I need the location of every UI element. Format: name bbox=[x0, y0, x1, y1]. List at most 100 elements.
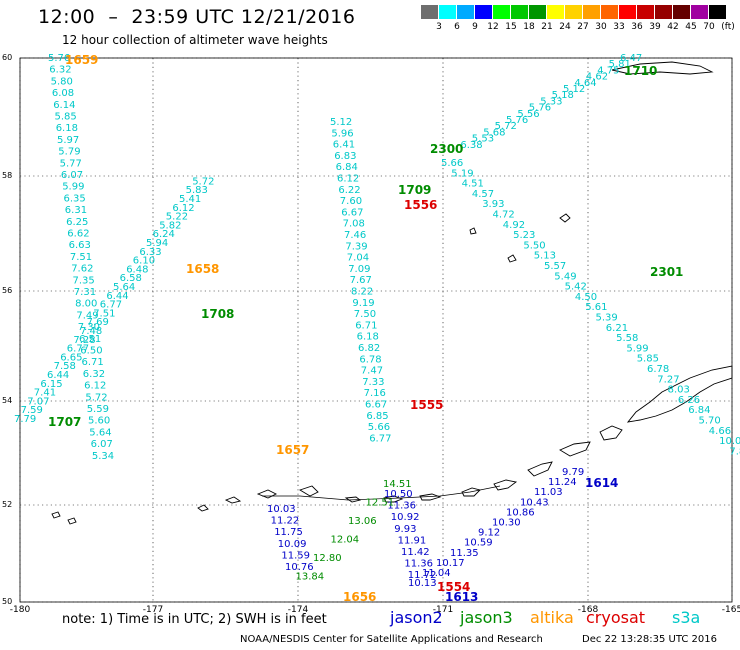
wave-height-value: 5.76 bbox=[529, 103, 551, 114]
wave-height-value: 7.50 bbox=[354, 309, 376, 320]
color-swatch bbox=[601, 5, 618, 19]
wave-height-value: 11.72 bbox=[408, 570, 437, 581]
wave-height-value: 6.18 bbox=[56, 123, 78, 134]
wave-height-value: 5.53 bbox=[472, 134, 494, 145]
pass-time-label: 1614 bbox=[585, 476, 618, 490]
wave-height-value: 5.66 bbox=[368, 422, 390, 433]
wave-height-value: 3.93 bbox=[482, 199, 504, 210]
color-scale-label: 36 bbox=[631, 22, 643, 32]
wave-height-value: 11.35 bbox=[450, 548, 479, 559]
wave-height-value: 6.63 bbox=[69, 240, 91, 251]
wave-height-value: 10.59 bbox=[464, 538, 493, 549]
land-outline bbox=[626, 365, 733, 423]
wave-height-value: 10.13 bbox=[408, 578, 437, 589]
wave-height-value: 7.49 bbox=[76, 310, 98, 321]
wave-height-value: 6.77 bbox=[369, 433, 391, 444]
land-outline bbox=[256, 489, 278, 499]
wave-height-value: 7.33 bbox=[362, 377, 384, 388]
wave-height-value: 5.18 bbox=[552, 90, 574, 101]
wave-height-value: 4.50 bbox=[575, 292, 597, 303]
color-scale-label: 3 bbox=[436, 22, 442, 32]
wave-height-value: 7.58 bbox=[54, 361, 76, 372]
source-credit: NOAA/NESDIS Center for Satellite Applica… bbox=[240, 634, 543, 645]
wave-height-value: 9.12 bbox=[478, 528, 500, 539]
wave-height-value: 5.72 bbox=[192, 176, 214, 187]
coastline-land bbox=[51, 61, 733, 525]
wave-height-value: 7.48 bbox=[80, 326, 102, 337]
wave-height-value: 6.47 bbox=[620, 53, 642, 64]
color-swatch bbox=[619, 5, 636, 19]
wave-height-value: 7.07 bbox=[27, 396, 49, 407]
wave-height-value: 7.08 bbox=[343, 219, 365, 230]
wave-height-value: 5.85 bbox=[637, 354, 659, 365]
wave-height-value: 5.81 bbox=[609, 59, 631, 70]
wave-height-value: 7.04 bbox=[347, 253, 369, 264]
island-chain bbox=[262, 485, 501, 501]
lat-lon-grid bbox=[19, 57, 733, 603]
wave-height-value: 7.79 bbox=[14, 414, 36, 425]
wave-height-value: 5.64 bbox=[113, 282, 135, 293]
wave-height-value: 6.77 bbox=[67, 344, 89, 355]
color-scale-label: 45 bbox=[685, 22, 697, 32]
wave-height-value: 7.69 bbox=[87, 317, 109, 328]
wave-height-value: 6.65 bbox=[60, 352, 82, 363]
color-swatch bbox=[637, 5, 654, 19]
wave-height-value: 13.06 bbox=[348, 516, 377, 527]
color-swatch bbox=[439, 5, 456, 19]
wave-height-value: 11.04 bbox=[422, 568, 451, 579]
wave-height-value: 6.07 bbox=[61, 170, 83, 181]
wave-height-value: 6.26 bbox=[678, 395, 700, 406]
wave-height-value: 6.32 bbox=[49, 65, 71, 76]
legend-altika: altika bbox=[530, 608, 574, 627]
color-scale-unit: (ft) bbox=[721, 22, 735, 32]
wave-height-value: 5.12 bbox=[330, 117, 352, 128]
wave-height-value: 5.12 bbox=[563, 84, 585, 95]
land-outline bbox=[383, 495, 404, 503]
wave-height-value: 6.58 bbox=[120, 273, 142, 284]
wave-height-value: 7.47 bbox=[361, 366, 383, 377]
wave-height-value: 6.12 bbox=[337, 174, 359, 185]
wave-height-value: 11.22 bbox=[271, 516, 300, 527]
color-swatch bbox=[583, 5, 600, 19]
pass-time-label: 1707 bbox=[48, 415, 81, 429]
wave-height-value: 10.07 bbox=[719, 436, 740, 447]
axis-labels: 60 58 56 54 52 50-180 -177 -174 -171 -168 -165 bbox=[2, 53, 740, 615]
wave-height-value: 6.12 bbox=[172, 203, 194, 214]
wave-height-value: 7.62 bbox=[71, 264, 93, 275]
wave-height-value: 6.67 bbox=[341, 207, 363, 218]
wave-height-value: 7.46 bbox=[344, 230, 366, 241]
wave-height-value: 5.72 bbox=[495, 121, 517, 132]
legend-s3a: s3a bbox=[672, 608, 701, 627]
wave-height-value: 4.72 bbox=[493, 210, 515, 221]
wave-height-value: 7.41 bbox=[34, 388, 56, 399]
latitude-label: 50 bbox=[2, 597, 12, 606]
wave-height-value: 5.56 bbox=[517, 109, 539, 120]
wave-height-value: 5.34 bbox=[92, 451, 114, 462]
wave-height-value: 5.77 bbox=[60, 158, 82, 169]
wave-height-value: 6.31 bbox=[65, 205, 87, 216]
wave-height-value: 4.75 bbox=[597, 65, 619, 76]
color-swatch bbox=[673, 5, 690, 19]
wave-height-value: 7.27 bbox=[657, 374, 679, 385]
wave-height-value: 5.59 bbox=[87, 404, 109, 415]
wave-height-value: 11.75 bbox=[274, 527, 303, 538]
footnote: note: 1) Time is in UTC; 2) SWH is in fe… bbox=[62, 612, 327, 627]
wave-height-value: 7.59 bbox=[21, 405, 43, 416]
wave-height-value: 7.16 bbox=[364, 388, 386, 399]
wave-height-value: 4.64 bbox=[574, 78, 596, 89]
wave-height-value: 11.24 bbox=[548, 477, 577, 488]
wave-height-value: 11.42 bbox=[401, 547, 430, 558]
land-outline bbox=[344, 496, 362, 503]
wave-height-value: 12.51 bbox=[366, 498, 395, 509]
wave-height-value: 6.83 bbox=[334, 151, 356, 162]
color-scale-label: 70 bbox=[703, 22, 715, 32]
wave-height-value: 5.58 bbox=[616, 333, 638, 344]
pass-time-label: 1613 bbox=[445, 590, 478, 604]
wave-height-value: 5.33 bbox=[540, 96, 562, 107]
wave-height-value: 14.51 bbox=[383, 479, 412, 490]
longitude-label: -180 bbox=[10, 605, 31, 615]
color-swatch bbox=[421, 5, 438, 19]
pass-time-label: 1554 bbox=[437, 580, 470, 594]
